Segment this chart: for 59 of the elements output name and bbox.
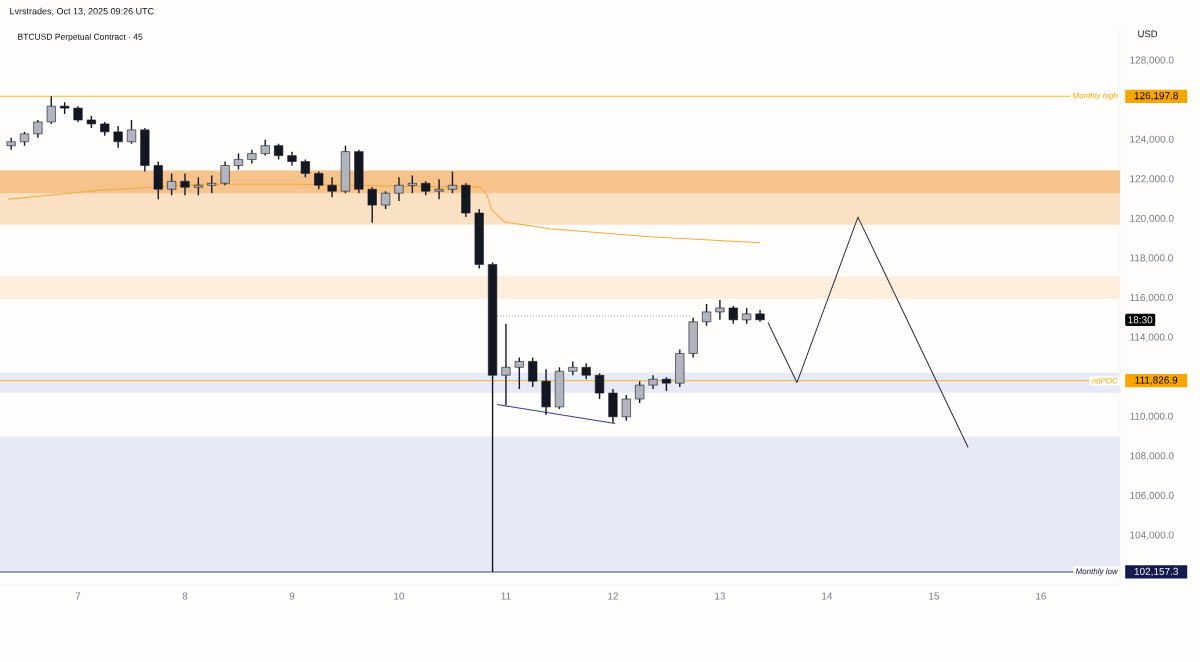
ref-line-label: Monthly low	[1075, 568, 1119, 576]
ref-line-label: Monthly high	[1072, 92, 1118, 101]
x-tick-label: 9	[289, 592, 295, 600]
candlestick	[354, 148, 364, 194]
x-tick-label: 13	[715, 592, 726, 600]
candlestick	[755, 309, 765, 323]
candlestick	[287, 150, 297, 167]
candlestick	[140, 127, 150, 173]
x-tick-label: 12	[608, 592, 618, 600]
y-tick-label: 118,000.0	[1130, 254, 1173, 263]
candlestick	[501, 323, 511, 406]
y-axis-title: USD	[1138, 30, 1158, 38]
candlestick	[461, 182, 471, 218]
candlestick	[113, 125, 123, 149]
text: 102,157.3	[1134, 567, 1178, 577]
y-tick-label: 104,000.0	[1130, 531, 1174, 540]
candlestick	[367, 186, 377, 224]
candlestick	[648, 374, 658, 390]
y-tick-label: 106,000.0	[1130, 491, 1174, 501]
y-tick-label: 114,000.0	[1130, 333, 1173, 342]
x-tick-label: 10	[394, 592, 405, 600]
candlestick	[581, 362, 591, 380]
candlestick	[33, 119, 43, 139]
candlestick	[6, 137, 16, 151]
text: 18:30	[1128, 316, 1153, 324]
candlestick	[715, 299, 725, 321]
line-series	[767, 216, 969, 448]
x-tick-label: 7	[75, 592, 81, 600]
y-tick-label: 120,000.0	[1130, 214, 1174, 224]
ref-line-label: ndPOC	[1091, 377, 1118, 384]
line-series	[7, 183, 761, 244]
candlestick	[434, 178, 444, 200]
x-tick-label: 14	[822, 592, 833, 600]
x-tick-label: 11	[501, 592, 511, 600]
x-tick-label: 15	[929, 592, 940, 600]
text: BTCUSD Perpetual Contract · 45	[18, 33, 143, 42]
x-tick-label: 16	[1036, 592, 1046, 600]
candlestick	[514, 356, 524, 390]
candlestick	[541, 368, 551, 416]
text: 111,826.9	[1135, 376, 1178, 385]
y-tick-label: 108,000.0	[1130, 452, 1174, 461]
candlestick	[688, 317, 698, 359]
candlestick	[394, 176, 404, 202]
y-tick-label: 128,000.0	[1130, 56, 1174, 65]
candlestick	[608, 388, 618, 424]
y-tick-label: 122,000.0	[1130, 175, 1174, 184]
candlestick	[247, 148, 257, 165]
chart-title: Lvrstrades, Oct 13, 2025 09:26 UTC	[10, 7, 154, 16]
y-tick-label: 124,000.0	[1130, 135, 1174, 144]
candlestick	[568, 360, 578, 376]
candlestick	[327, 176, 337, 198]
y-tick-label: 116,000.0	[1130, 293, 1173, 303]
y-tick-label: 110,000.0	[1130, 412, 1173, 421]
candlestick	[73, 105, 83, 123]
text: 126,197.8	[1134, 92, 1178, 101]
candlestick	[180, 172, 190, 196]
candlestick	[488, 261, 498, 573]
candlestick	[220, 160, 230, 186]
x-tick-label: 8	[182, 592, 188, 600]
